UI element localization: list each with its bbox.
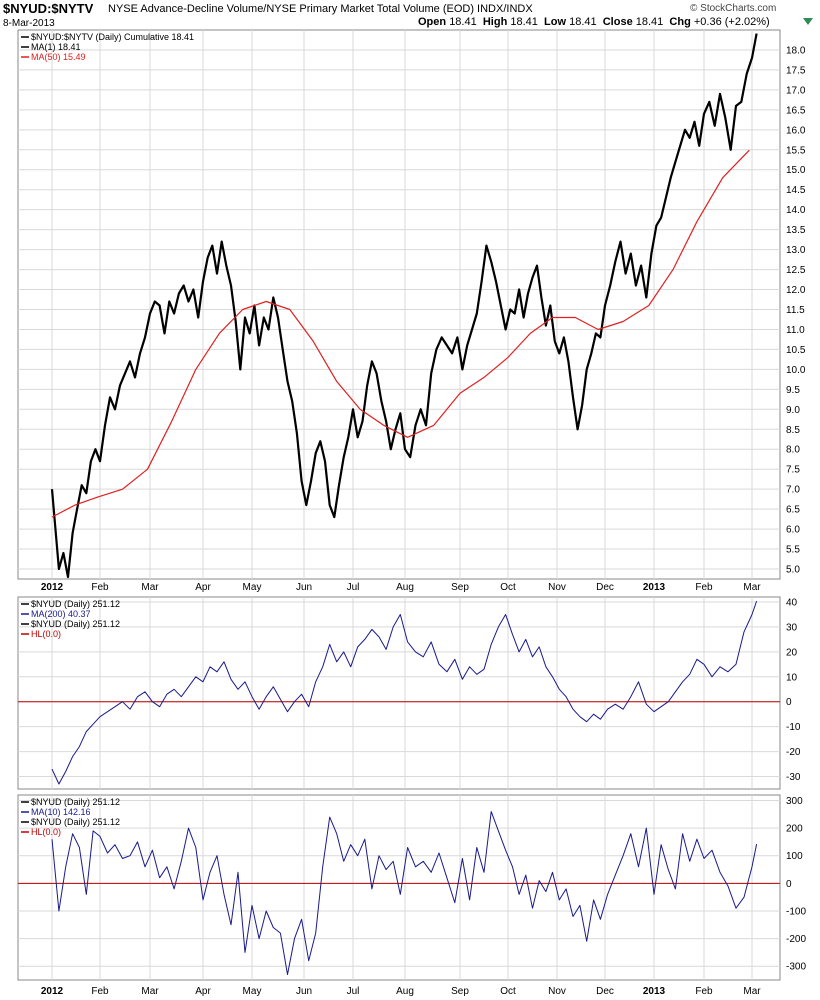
x-tick-label: Sep: [451, 582, 469, 593]
y-tick-label: 7.0: [786, 485, 800, 496]
legend-entry: MA(50) 15.49: [31, 52, 86, 62]
legend-entry: MA(10) 142.16: [31, 807, 91, 817]
y-tick-label: 10.5: [786, 345, 806, 356]
series-line-0-1: [51, 149, 750, 518]
chart-symbol: $NYUD:$NYTV: [3, 1, 94, 16]
plot-area-1: [17, 596, 781, 790]
x-tick-label: 2013: [643, 582, 666, 593]
x-tick-label: Oct: [500, 582, 516, 593]
y-tick-label: -300: [786, 962, 806, 973]
y-tick-label: 20: [786, 647, 798, 658]
legend-entry: HL(0.0): [31, 629, 61, 639]
x-tick-label: May: [243, 582, 262, 593]
x-tick-label: Feb: [695, 986, 713, 997]
legend-entry: $NYUD (Daily) 251.12: [31, 817, 120, 827]
x-tick-label: Jul: [347, 582, 360, 593]
y-tick-label: 8.5: [786, 425, 800, 436]
legend-entry: $NYUD (Daily) 251.12: [31, 797, 120, 807]
y-tick-label: 15.0: [786, 165, 806, 176]
y-tick-label: 30: [786, 622, 798, 633]
x-tick-label: 2012: [41, 582, 64, 593]
y-tick-label: 5.5: [786, 545, 800, 556]
y-tick-label: 40: [786, 597, 798, 608]
x-tick-label: Nov: [548, 986, 566, 997]
y-tick-label: 10: [786, 672, 798, 683]
x-tick-label: Apr: [195, 582, 211, 593]
x-tick-label: Dec: [596, 986, 614, 997]
x-tick-label: May: [243, 986, 262, 997]
y-tick-label: 12.5: [786, 265, 806, 276]
x-tick-label: Jun: [296, 986, 312, 997]
ohlc-readout: Open 18.41 High 18.41 Low 18.41 Close 18…: [418, 16, 770, 28]
x-tick-label: Apr: [195, 986, 211, 997]
x-tick-label: Feb: [91, 986, 109, 997]
series-line-2-0: [51, 811, 758, 975]
y-tick-label: -20: [786, 747, 801, 758]
x-tick-label: Sep: [451, 986, 469, 997]
series-line-1-0: [51, 600, 758, 785]
legend-entry: $NYUD (Daily) 251.12: [31, 619, 120, 629]
legend-entry: HL(0.0): [31, 827, 61, 837]
y-tick-label: 9.0: [786, 405, 800, 416]
x-tick-label: Mar: [743, 582, 761, 593]
y-tick-label: 10.0: [786, 365, 806, 376]
y-tick-label: 11.5: [786, 305, 805, 316]
y-tick-label: 0: [786, 879, 792, 890]
y-tick-label: 17.0: [786, 85, 806, 96]
y-tick-label: 16.5: [786, 105, 806, 116]
x-tick-label: 2013: [643, 986, 666, 997]
x-tick-label: 2012: [41, 986, 64, 997]
chart-description: NYSE Advance-Decline Volume/NYSE Primary…: [108, 3, 533, 15]
x-tick-label: Mar: [743, 986, 761, 997]
x-tick-label: Feb: [695, 582, 713, 593]
y-tick-label: 7.5: [786, 465, 800, 476]
y-tick-label: 14.0: [786, 205, 806, 216]
series-line-0-0: [50, 33, 758, 579]
x-tick-label: Mar: [141, 986, 159, 997]
y-tick-label: 17.5: [786, 65, 806, 76]
y-tick-label: -100: [786, 906, 806, 917]
x-tick-label: Jul: [347, 986, 360, 997]
y-tick-label: 14.5: [786, 185, 806, 196]
y-tick-label: 13.0: [786, 245, 806, 256]
y-tick-label: 12.0: [786, 285, 806, 296]
y-tick-label: 0: [786, 697, 792, 708]
y-tick-label: 8.0: [786, 445, 800, 456]
y-tick-label: 15.5: [786, 145, 806, 156]
x-tick-label: Aug: [396, 582, 414, 593]
y-tick-label: 5.0: [786, 565, 800, 576]
y-tick-label: 300: [786, 796, 803, 807]
y-tick-label: 18.0: [786, 45, 806, 56]
legend-entry: MA(1) 18.41: [31, 42, 81, 52]
y-tick-label: 6.0: [786, 525, 800, 536]
x-tick-label: Oct: [500, 986, 516, 997]
y-tick-label: -10: [786, 722, 801, 733]
y-tick-label: -30: [786, 772, 801, 783]
plot-area-0: [17, 29, 781, 580]
x-tick-label: Nov: [548, 582, 566, 593]
source-credit: © StockCharts.com: [690, 3, 777, 14]
x-tick-label: Feb: [91, 582, 109, 593]
x-tick-label: Dec: [596, 582, 614, 593]
legend-entry: $NYUD (Daily) 251.12: [31, 599, 120, 609]
x-tick-label: Jun: [296, 582, 312, 593]
legend-entry: MA(200) 40.37: [31, 609, 91, 619]
y-tick-label: 200: [786, 824, 803, 835]
legend-entry: $NYUD:$NYTV (Daily) Cumulative 18.41: [31, 32, 194, 42]
x-tick-label: Mar: [141, 582, 159, 593]
y-tick-label: 13.5: [786, 225, 806, 236]
y-tick-label: 16.0: [786, 125, 806, 136]
y-tick-label: 100: [786, 851, 803, 862]
y-tick-label: 9.5: [786, 385, 800, 396]
y-tick-label: 6.5: [786, 505, 800, 516]
chart-date: 8-Mar-2013: [3, 18, 55, 29]
y-tick-label: -200: [786, 934, 806, 945]
y-tick-label: 11.0: [786, 325, 805, 336]
x-tick-label: Aug: [396, 986, 414, 997]
expand-icon[interactable]: [803, 18, 813, 25]
